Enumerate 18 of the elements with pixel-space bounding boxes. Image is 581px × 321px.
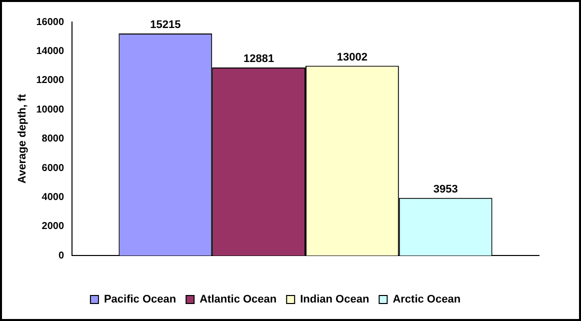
y-axis-title: Average depth, ft [16,94,29,184]
legend-label: Indian Ocean [300,294,370,306]
y-tick-label: 2000 [42,221,64,232]
y-tick-label: 4000 [42,192,64,203]
data-label: 13002 [336,51,368,64]
y-tick-label: 6000 [42,162,64,174]
data-label: 12881 [244,53,274,66]
legend-label: Atlantic Ocean [200,294,277,306]
y-tick-label: 14000 [36,46,64,57]
y-tick-label: 8000 [42,134,64,145]
y-tick-label: 12000 [36,75,64,86]
data-label: 15215 [150,18,181,31]
y-tick-label: 16000 [36,16,64,28]
y-tick-label: 0 [58,250,64,262]
legend-label: Pacific Ocean [104,294,176,306]
data-label: 3953 [433,183,458,196]
y-tick-label: 10000 [36,104,64,116]
legend-label: Arctic Ocean [392,294,461,306]
